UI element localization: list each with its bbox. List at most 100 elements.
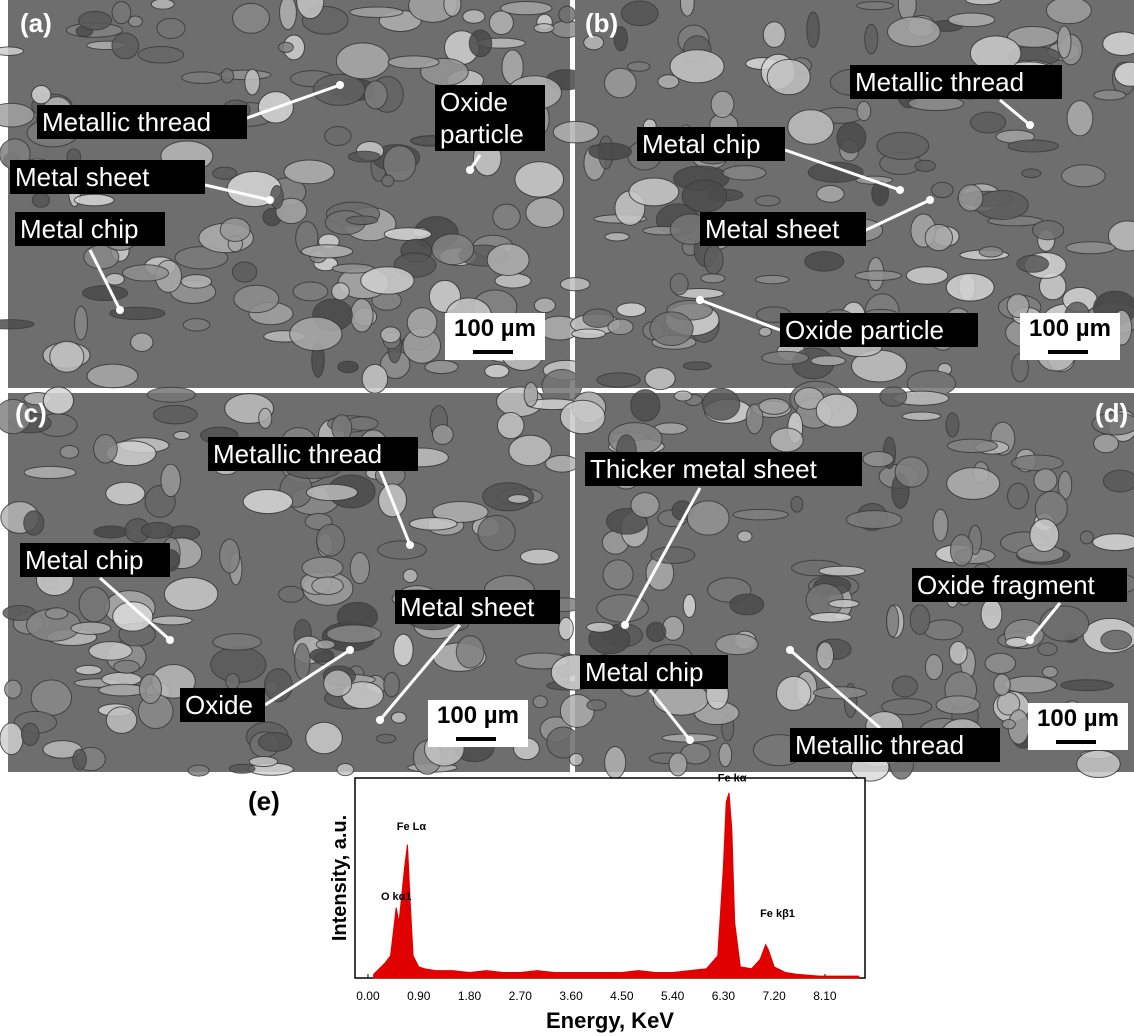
particle <box>910 605 930 635</box>
particle <box>553 121 598 143</box>
particle <box>382 175 394 186</box>
particle <box>346 216 377 225</box>
particle <box>1040 606 1089 641</box>
particle <box>280 0 297 30</box>
particle <box>711 91 734 117</box>
particle <box>759 327 772 336</box>
particle <box>302 557 343 578</box>
x-tick-label: 0.00 <box>356 989 380 1003</box>
particle <box>733 509 788 520</box>
arrow-head <box>116 306 124 314</box>
particle <box>604 68 636 98</box>
particle <box>770 428 803 452</box>
annotation-label: Metal chip <box>580 655 728 689</box>
particle <box>24 511 44 535</box>
particle <box>183 319 210 331</box>
particle <box>381 327 401 343</box>
annotation-label: Metallic thread <box>790 728 1000 762</box>
particle <box>863 451 894 466</box>
annotation-label: Thicker metal sheet <box>585 452 862 486</box>
particle <box>948 13 994 27</box>
particle <box>213 167 237 179</box>
particle <box>902 412 941 420</box>
arrow-head <box>896 186 904 194</box>
particle <box>716 634 758 655</box>
arrow-head <box>466 166 474 174</box>
particle <box>865 24 878 54</box>
particle <box>981 599 1002 630</box>
particle <box>0 47 23 56</box>
particle <box>650 312 693 346</box>
particle <box>932 182 954 197</box>
particle <box>569 753 582 765</box>
particle <box>403 569 417 582</box>
particle <box>0 320 34 329</box>
arrow-head <box>336 81 344 89</box>
particle <box>1017 255 1049 272</box>
scale-bar: 100 µm <box>445 313 545 360</box>
particle <box>139 674 161 703</box>
particle <box>60 445 79 458</box>
particle <box>687 501 729 535</box>
x-tick-label: 8.10 <box>813 989 837 1003</box>
particle <box>316 640 335 649</box>
particle <box>43 387 73 414</box>
particle <box>985 653 1016 673</box>
particle <box>350 553 369 584</box>
particle <box>233 3 270 33</box>
annotation-label: Metal chip <box>15 212 165 246</box>
particle <box>1038 643 1057 656</box>
particle <box>361 267 414 294</box>
particle <box>432 425 453 445</box>
particle <box>949 641 967 664</box>
panel-label: (b) <box>585 8 618 39</box>
particle <box>1057 26 1071 58</box>
particle <box>702 388 739 420</box>
x-tick-label: 4.50 <box>610 989 634 1003</box>
particle <box>608 319 633 335</box>
particle <box>1022 169 1041 178</box>
particle <box>94 526 128 538</box>
particle <box>112 1 131 23</box>
particle <box>258 733 291 752</box>
particle <box>880 387 907 407</box>
particle <box>1061 680 1113 691</box>
particle <box>587 700 606 710</box>
particle <box>603 560 633 590</box>
particle <box>701 274 725 283</box>
particle <box>1008 483 1029 509</box>
particle <box>350 7 403 17</box>
particle <box>1094 90 1126 100</box>
particle <box>249 757 277 767</box>
particle <box>79 11 112 30</box>
particle <box>469 30 492 57</box>
particle <box>164 577 217 610</box>
particle <box>526 198 564 228</box>
particle <box>970 112 1005 133</box>
particle <box>946 413 959 437</box>
particle <box>106 707 137 734</box>
arrow-head <box>1026 121 1034 129</box>
particle <box>157 18 185 38</box>
particle <box>816 394 857 427</box>
particle <box>533 696 547 708</box>
particle <box>21 723 39 745</box>
particle <box>407 308 437 338</box>
particle <box>220 218 250 241</box>
particle <box>767 59 810 94</box>
particle <box>74 194 114 206</box>
particle <box>915 160 935 171</box>
particle <box>755 196 780 206</box>
particle <box>306 484 357 500</box>
arrow-head <box>346 646 354 654</box>
particle <box>327 625 381 643</box>
particle <box>877 132 929 159</box>
particle <box>1012 455 1064 471</box>
particle <box>895 457 928 487</box>
scale-line <box>456 737 496 741</box>
annotation-label: Oxide particle <box>780 313 978 347</box>
particle <box>670 273 688 294</box>
particle <box>631 493 659 518</box>
particle <box>1006 637 1029 647</box>
particle <box>810 613 852 623</box>
